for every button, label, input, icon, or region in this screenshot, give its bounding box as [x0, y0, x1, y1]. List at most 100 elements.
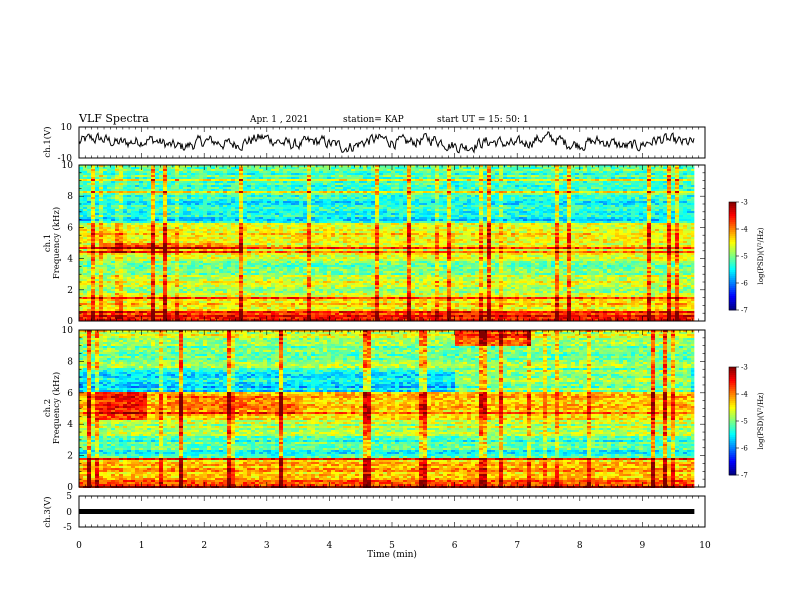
- spectrogram-cell: [267, 233, 271, 235]
- spectrogram-cell: [151, 309, 155, 311]
- spectrogram-cell: [183, 229, 187, 231]
- spectrogram-cell: [191, 167, 195, 169]
- spectrogram-cell: [275, 315, 279, 317]
- spectrogram-cell: [99, 309, 103, 311]
- spectrogram-cell: [95, 187, 99, 189]
- spectrogram-cell: [207, 311, 211, 313]
- spectrogram-cell: [171, 257, 175, 259]
- spectrogram-cell: [99, 277, 103, 279]
- spectrogram-cell: [287, 267, 291, 269]
- spectrogram-cell: [103, 189, 107, 191]
- spectrogram-cell: [187, 197, 191, 199]
- spectrogram-cell: [315, 273, 319, 275]
- spectrogram-cell: [219, 309, 223, 311]
- spectrogram-cell: [107, 319, 111, 321]
- spectrogram-cell: [299, 165, 303, 167]
- spectrogram-cell: [247, 289, 251, 291]
- spectrogram-cell: [107, 213, 111, 215]
- spectrogram-cell: [319, 249, 323, 251]
- spectrogram-cell: [231, 193, 235, 195]
- spectrogram-cell: [147, 185, 151, 187]
- spectrogram-cell: [91, 227, 95, 229]
- spectrogram-cell: [107, 297, 111, 299]
- spectrogram-cell: [99, 217, 103, 219]
- spectrogram-cell: [119, 179, 123, 181]
- spectrogram-cell: [227, 257, 231, 259]
- spectrogram-cell: [167, 261, 171, 263]
- spectrogram-cell: [231, 169, 235, 171]
- spectrogram-cell: [267, 261, 271, 263]
- spectrogram-cell: [263, 171, 267, 173]
- spectrogram-cell: [95, 259, 99, 261]
- spectrogram-cell: [179, 199, 183, 201]
- spectrogram-cell: [279, 225, 283, 227]
- spectrogram-cell: [127, 219, 131, 221]
- spectrogram-cell: [207, 253, 211, 255]
- spectrogram-cell: [275, 177, 279, 179]
- spectrogram-cell: [279, 307, 283, 309]
- spectrogram-cell: [267, 235, 271, 237]
- spectrogram-cell: [243, 197, 247, 199]
- spectrogram-cell: [107, 305, 111, 307]
- spectrogram-cell: [211, 311, 215, 313]
- spectrogram-cell: [223, 185, 227, 187]
- spectrogram-cell: [115, 317, 119, 319]
- figure-title: VLF Spectra: [78, 112, 149, 125]
- spectrogram-cell: [175, 249, 179, 251]
- spectrogram-cell: [243, 309, 247, 311]
- spectrogram-cell: [231, 171, 235, 173]
- spectrogram-cell: [135, 251, 139, 253]
- spectrogram-cell: [271, 269, 275, 271]
- spectrogram-cell: [99, 301, 103, 303]
- spectrogram-cell: [311, 319, 315, 321]
- spectrogram-cell: [271, 179, 275, 181]
- spectrogram-cell: [147, 243, 151, 245]
- spectrogram-cell: [307, 187, 311, 189]
- spectrogram-cell: [299, 291, 303, 293]
- spectrogram-cell: [207, 317, 211, 319]
- spectrogram-cell: [219, 283, 223, 285]
- spectrogram-cell: [215, 185, 219, 187]
- spectrogram-cell: [167, 165, 171, 167]
- spectrogram-cell: [303, 181, 307, 183]
- spectrogram-cell: [183, 243, 187, 245]
- spectrogram-cell: [231, 199, 235, 201]
- spectrogram-cell: [255, 295, 259, 297]
- spectrogram-cell: [163, 255, 167, 257]
- spectrogram-cell: [151, 203, 155, 205]
- spectrogram-cell: [175, 317, 179, 319]
- spectrogram-cell: [159, 237, 163, 239]
- spectrogram-cell: [239, 197, 243, 199]
- spectrogram-cell: [263, 255, 267, 257]
- spectrogram-cell: [155, 187, 159, 189]
- spectrogram-cell: [231, 303, 235, 305]
- spectrogram-cell: [255, 237, 259, 239]
- spectrogram-cell: [179, 245, 183, 247]
- spectrogram-cell: [135, 247, 139, 249]
- spectrogram-cell: [147, 257, 151, 259]
- spectrogram-cell: [155, 205, 159, 207]
- spectrogram-cell: [115, 281, 119, 283]
- spectrogram-cell: [239, 165, 243, 167]
- spectrogram-cell: [119, 259, 123, 261]
- spectrogram-cell: [143, 207, 147, 209]
- spectrogram-cell: [247, 239, 251, 241]
- spectrogram-cell: [207, 217, 211, 219]
- spectrogram-cell: [99, 195, 103, 197]
- spectrogram-cell: [107, 317, 111, 319]
- spectrogram-cell: [211, 215, 215, 217]
- spectrogram-cell: [107, 235, 111, 237]
- spectrogram-cell: [315, 251, 319, 253]
- spectrogram-cell: [83, 185, 87, 187]
- spectrogram-cell: [251, 239, 255, 241]
- spectrogram-cell: [131, 189, 135, 191]
- spectrogram-cell: [199, 189, 203, 191]
- spectrogram-cell: [175, 187, 179, 189]
- spectrogram-cell: [255, 235, 259, 237]
- spectrogram-cell: [199, 237, 203, 239]
- spectrogram-cell: [127, 223, 131, 225]
- spectrogram-cell: [187, 305, 191, 307]
- spectrogram-cell: [155, 269, 159, 271]
- spectrogram-cell: [187, 227, 191, 229]
- spectrogram-cell: [175, 243, 179, 245]
